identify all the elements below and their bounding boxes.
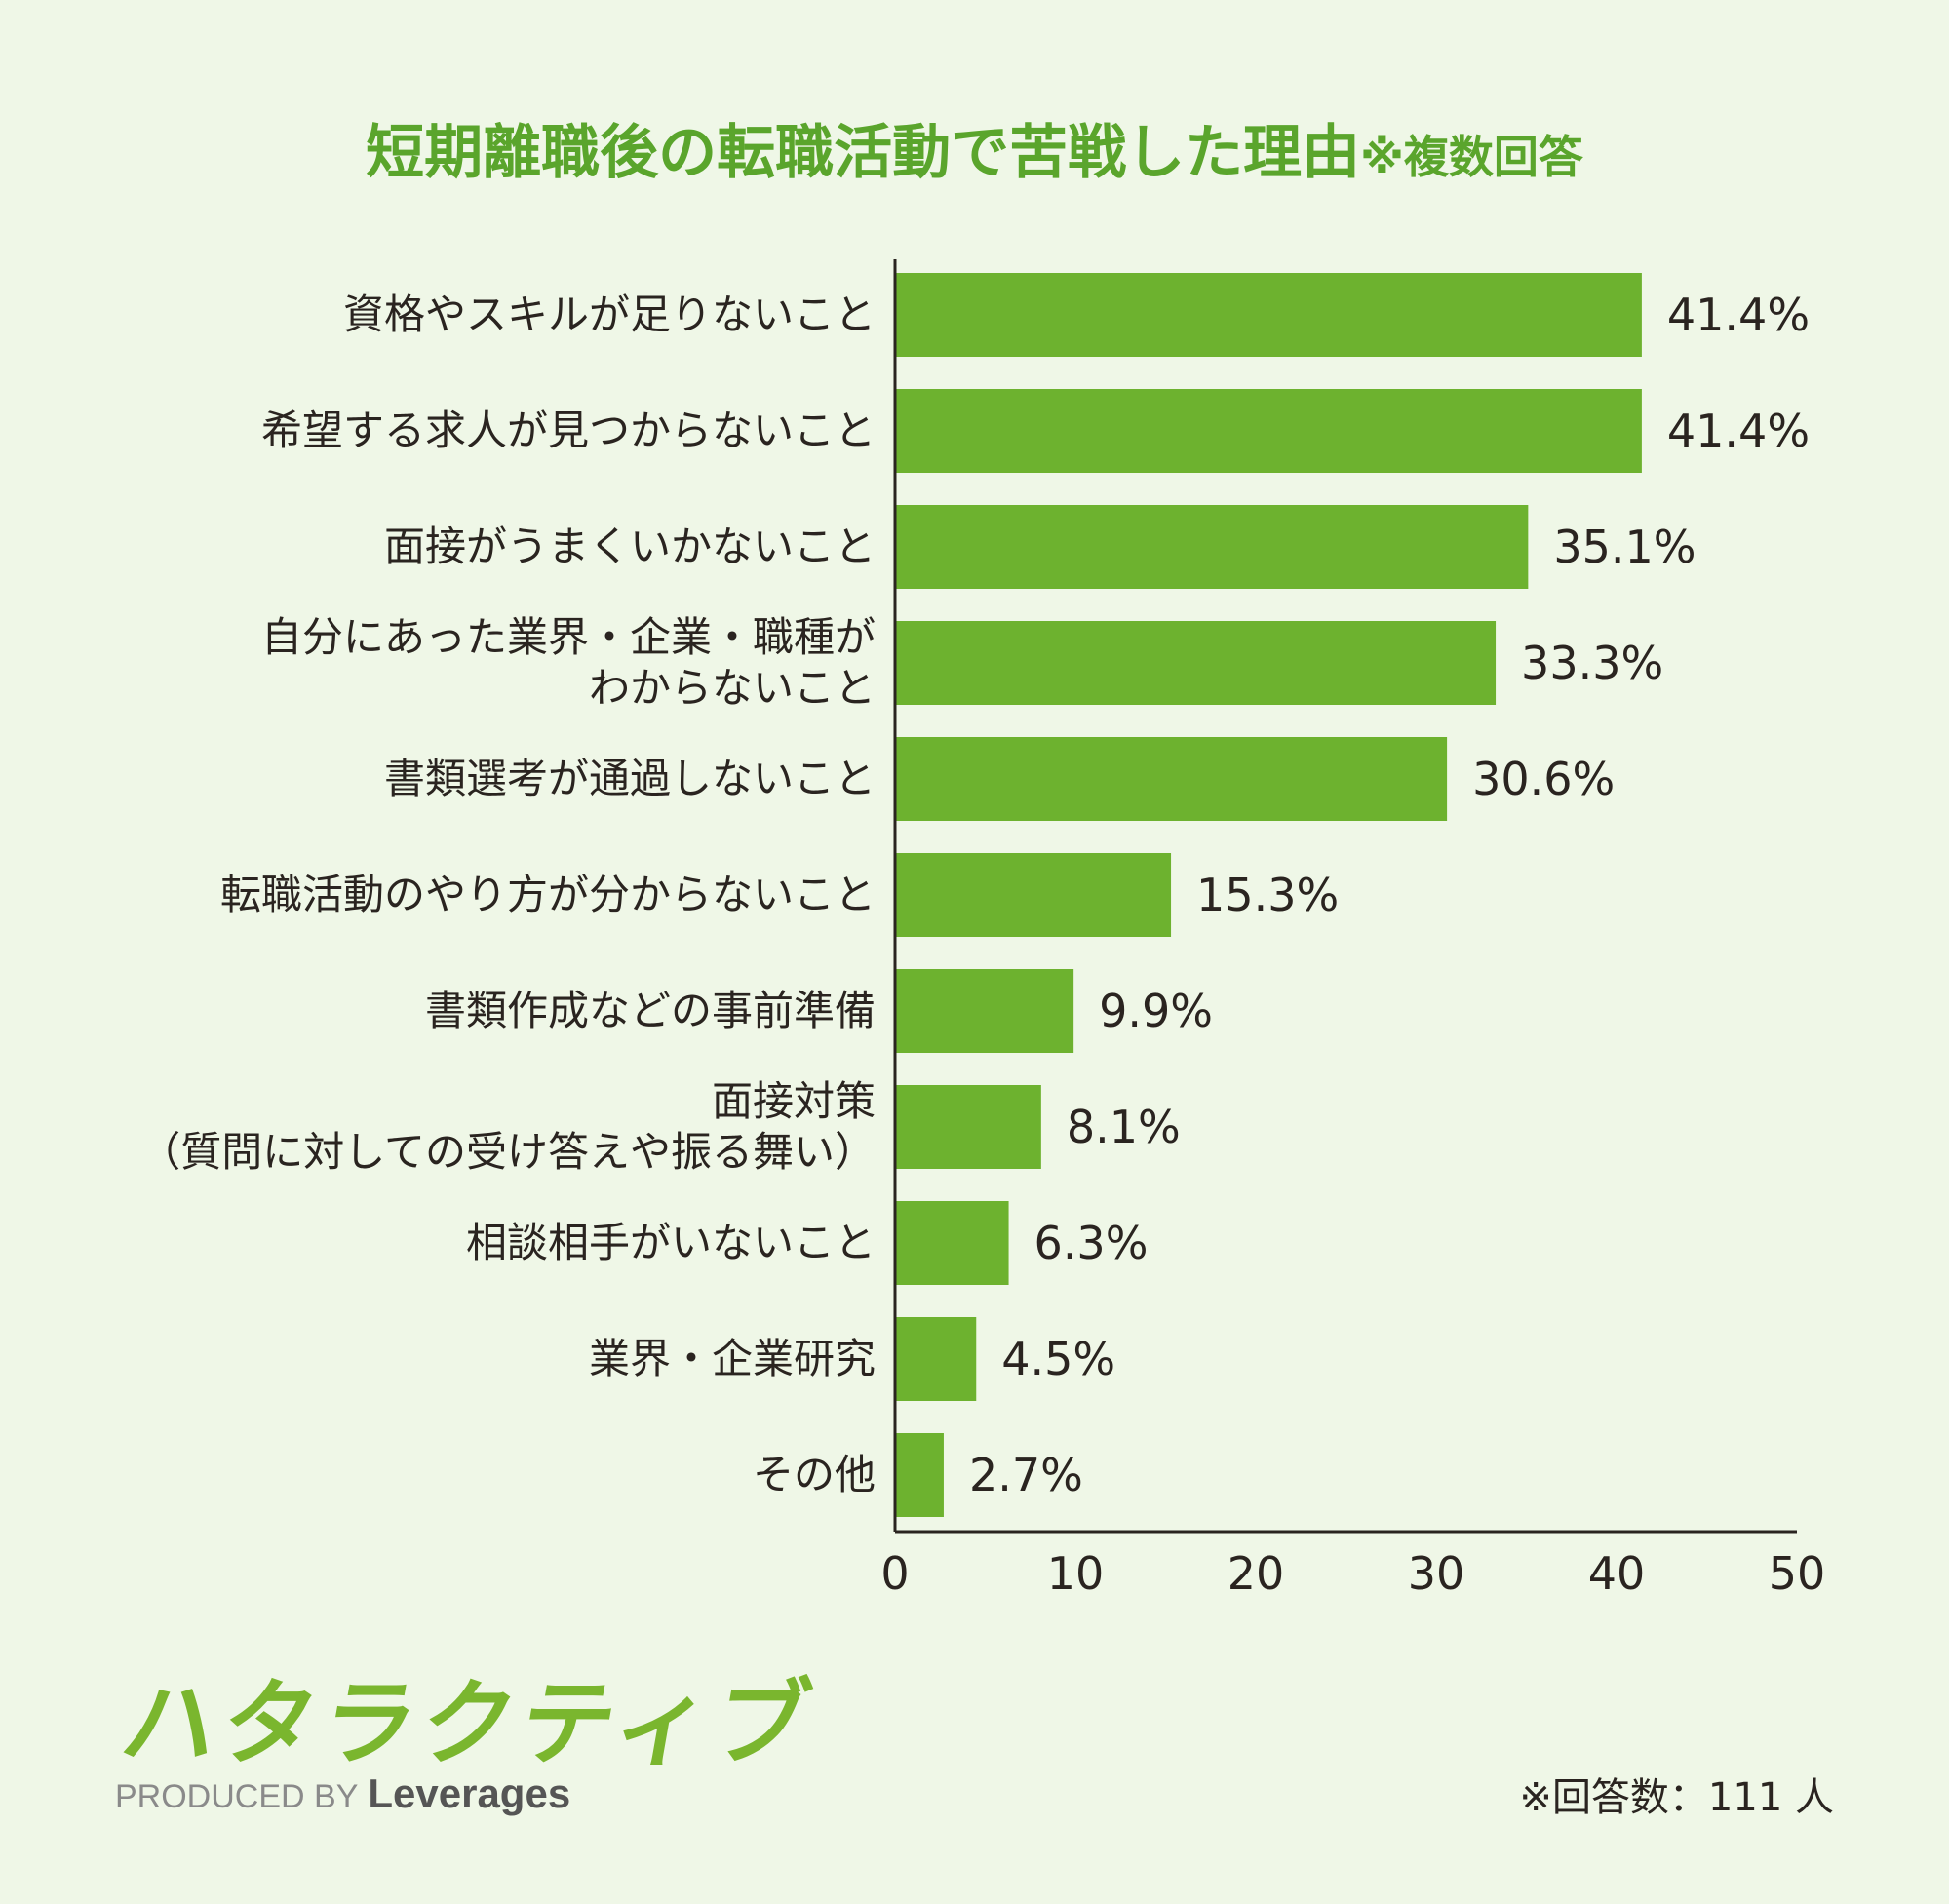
category-label: 面接対策（質問に対しての受け答えや振る舞い） xyxy=(139,1077,876,1176)
category-label: 転職活動のやり方が分からないこと xyxy=(220,871,876,918)
bar xyxy=(895,853,1172,937)
x-tick-label: 10 xyxy=(1047,1547,1105,1600)
logo-mark: ハタラクティブ xyxy=(113,1669,824,1778)
category-label: 希望する求人が見つからないこと xyxy=(261,407,876,454)
chart-title-note: ※複数回答 xyxy=(1360,131,1583,183)
bar-value-label: 35.1% xyxy=(1553,521,1696,573)
x-tick-label: 50 xyxy=(1769,1547,1826,1600)
bar-value-label: 8.1% xyxy=(1067,1101,1181,1153)
bar-chart: 41.4% 資格やスキルが足りないこと 41.4% 希望する求人が見つからないこと 35… xyxy=(139,259,1826,1600)
category-label: 自分にあった業界・企業・職種がわからないこと xyxy=(261,613,876,712)
x-tick-label: 30 xyxy=(1408,1547,1465,1600)
bar-value-label: 41.4% xyxy=(1667,405,1810,457)
respondent-count: ※回答数：111 人 xyxy=(1519,1775,1834,1820)
logo-subtitle: PRODUCED BY Leverages xyxy=(115,1772,570,1818)
x-tick-label: 40 xyxy=(1588,1547,1646,1600)
bar-value-label: 4.5% xyxy=(1001,1333,1115,1385)
category-label: その他 xyxy=(753,1451,876,1498)
bar xyxy=(895,1201,1009,1285)
bar xyxy=(895,621,1497,705)
bar xyxy=(895,1317,977,1401)
category-label: 業界・企業研究 xyxy=(589,1335,876,1382)
bar-value-label: 41.4% xyxy=(1667,289,1810,341)
x-tick-label: 20 xyxy=(1228,1547,1285,1600)
bar xyxy=(895,389,1642,473)
chart-title-main: 短期離職後の転職活動で苦戦した理由 xyxy=(366,119,1361,187)
bar xyxy=(895,1085,1041,1169)
bar-value-label: 15.3% xyxy=(1196,869,1339,921)
bar xyxy=(895,505,1529,589)
category-label: 相談相手がいないこと xyxy=(466,1219,876,1266)
bar xyxy=(895,1433,944,1517)
category-label: 面接がうまくいかないこと xyxy=(384,523,876,570)
bar xyxy=(895,969,1074,1053)
hataractive-logo: ハタラクティブ PRODUCED BY Leverages xyxy=(114,1669,824,1821)
bar-value-label: 6.3% xyxy=(1034,1217,1149,1269)
category-label: 書類作成などの事前準備 xyxy=(425,987,876,1034)
chart-title: 短期離職後の転職活動で苦戦した理由※複数回答 xyxy=(0,109,1949,201)
bar xyxy=(895,737,1448,821)
category-label: 書類選考が通過しないこと xyxy=(384,755,876,802)
category-label: 資格やスキルが足りないこと xyxy=(343,291,876,338)
leverages-brand: Leverages xyxy=(368,1770,571,1816)
produced-by-text: PRODUCED BY xyxy=(115,1778,359,1815)
bar xyxy=(895,273,1642,357)
bar-value-label: 30.6% xyxy=(1472,753,1615,805)
x-tick-label: 0 xyxy=(880,1547,909,1600)
bar-value-label: 9.9% xyxy=(1099,985,1213,1037)
bar-value-label: 33.3% xyxy=(1521,637,1663,689)
bar-value-label: 2.7% xyxy=(969,1449,1083,1501)
